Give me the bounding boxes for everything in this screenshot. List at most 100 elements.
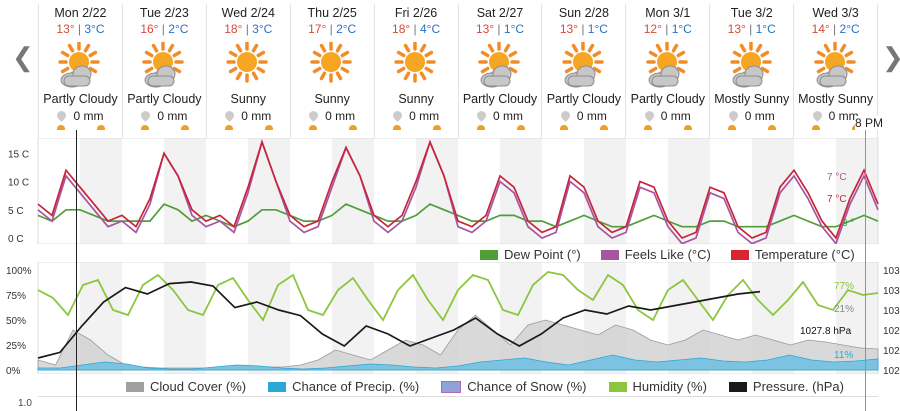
feels-like-swatch [600,249,619,260]
y-tick-label: 50% [6,316,26,327]
legend-label: Chance of Snow (%) [467,379,587,394]
humidity-line [37,271,879,322]
night-band [584,138,626,244]
sunrise-sunset [207,123,290,133]
partly-cloudy-icon [39,38,122,92]
precip-amount: 0 mm [375,109,458,123]
high-temp: 14° [811,22,830,36]
day-card[interactable]: Thu 2/25 17° | 2°C Sunny 0 mm [289,4,374,138]
legend-dew-point[interactable]: Dew Point (°) [480,247,581,262]
cursor-line-start [76,130,77,411]
mostly-sunny-icon [794,38,877,92]
temperature-line [37,139,879,240]
legend-temperature[interactable]: Temperature (°C) [730,247,855,262]
bottom-chart-border [38,396,878,397]
night-band [80,138,122,244]
feels-like-readout: 7 °C [827,172,847,183]
low-temp: 1°C [671,22,692,36]
precip-amount: 0 mm [626,109,709,123]
temp-separator: | [829,22,840,36]
dew-point-readout: 3 ° [842,218,854,229]
cursor-line-now [865,130,866,411]
right-tick-label: 102 [883,326,900,337]
sunset-icon [516,125,525,130]
precip-value: 0 mm [325,109,356,123]
low-temp: 3°C [84,22,105,36]
precip-area [37,354,879,371]
y-tick-label: 75% [6,291,26,302]
low-temp: 1°C [587,22,608,36]
day-name: Sun 2/28 [558,6,609,20]
sunrise-sunset [39,123,122,133]
precip-amount: 0 mm [207,109,290,123]
high-temp: 13° [559,22,578,36]
legend-label: Feels Like (°C) [624,247,711,262]
sunrise-sunset [542,123,625,133]
partly-cloudy-icon [459,38,542,92]
sunrise-sunset [710,123,793,133]
dew-point-swatch [480,249,498,260]
mostly-sunny-icon [710,38,793,92]
day-temps: 18° | 3°C [207,22,290,38]
day-name: Sat 2/27 [476,6,524,20]
cloud-cover-swatch [126,381,144,392]
day-card[interactable]: Wed 2/24 18° | 3°C Sunny 0 mm [205,4,290,138]
day-temps: 18° | 4°C [375,22,458,38]
legend-label: Dew Point (°) [504,247,581,262]
day-card[interactable]: Fri 2/26 18° | 4°C Sunny 0 mm [373,4,458,138]
precip-value: 0 mm [660,109,691,123]
day-card[interactable]: Sun 2/28 13° | 1°C Partly Cloudy 0 mm [541,4,625,138]
previous-button[interactable]: ❮ [12,42,34,72]
temperature-chart[interactable]: 15 C 10 C 5 C 0 C 7 °C 7 °C 3 ° [0,138,900,244]
legend-label: Cloud Cover (%) [150,379,247,394]
condition-label: Partly Cloudy [127,92,202,106]
chart-frame [37,262,879,374]
night-band [752,138,794,244]
raindrop-icon [475,109,488,122]
raindrop-icon [55,109,69,122]
day-card[interactable]: Tue 2/23 16° | 2°C Partly Cloudy 0 mm [121,4,206,138]
snow-swatch [441,380,462,393]
y-tick-label: 5 C [8,206,24,217]
sunset-icon [600,125,609,130]
legend-feels-like[interactable]: Feels Like (°C) [600,247,711,262]
temp-separator: | [494,22,504,36]
right-tick-label: 103 [883,286,900,297]
precip-swatch [268,381,287,392]
humidity-readout: 77% [834,281,854,292]
legend-pressure[interactable]: Pressure. (hPa) [728,379,844,394]
condition-label: Partly Cloudy [630,92,705,106]
precip-amount: 0 mm [459,109,542,123]
humidity-chart[interactable]: 100% 75% 50% 25% 0% 103 103 103 102 102 102 77% 21% 1… [0,262,900,374]
daily-forecast-strip: Mon 2/22 13° | 3°C Partly Cloudy 0 mm Tue 2/… [38,4,879,138]
condition-label: Partly Cloudy [43,92,118,106]
night-band [332,138,374,244]
precip-amount: 0 mm [710,109,793,123]
bottom-axis-tick: 1.0 [18,398,32,409]
sunrise-icon [140,125,149,130]
day-card[interactable]: Wed 3/3 14° | 2°C Mostly Sunny 0 mm [793,4,879,138]
day-card[interactable]: Mon 3/1 12° | 1°C Partly Cloudy 0 mm [625,4,709,138]
day-card[interactable]: Mon 2/22 13° | 3°C Partly Cloudy 0 mm [38,4,122,138]
sun-icon [291,38,374,92]
raindrop-icon [726,109,740,122]
legend-precip[interactable]: Chance of Precip. (%) [268,379,419,394]
high-temp: 18° [224,22,243,36]
condition-label: Sunny [314,92,350,106]
low-temp: 1°C [503,22,525,36]
legend-snow[interactable]: Chance of Snow (%) [441,379,587,394]
right-tick-label: 102 [883,366,900,374]
temp-separator: | [578,22,588,36]
precip-value: 0 mm [73,109,104,123]
precip-amount: 0 mm [291,109,374,123]
legend-humidity[interactable]: Humidity (%) [608,379,707,394]
pressure-swatch [728,381,747,392]
low-temp: 2°C [839,22,860,36]
next-button[interactable]: ❯ [882,42,900,72]
day-card[interactable]: Tue 3/2 13° | 1°C Mostly Sunny 0 mm [709,4,793,138]
legend-cloud-cover[interactable]: Cloud Cover (%) [126,379,246,394]
day-name: Tue 2/23 [139,6,189,20]
precip-value: 0 mm [492,109,523,123]
day-card[interactable]: Sat 2/27 13° | 1°C Partly Cloudy 0 mm [457,4,542,138]
sunrise-sunset [459,123,542,133]
